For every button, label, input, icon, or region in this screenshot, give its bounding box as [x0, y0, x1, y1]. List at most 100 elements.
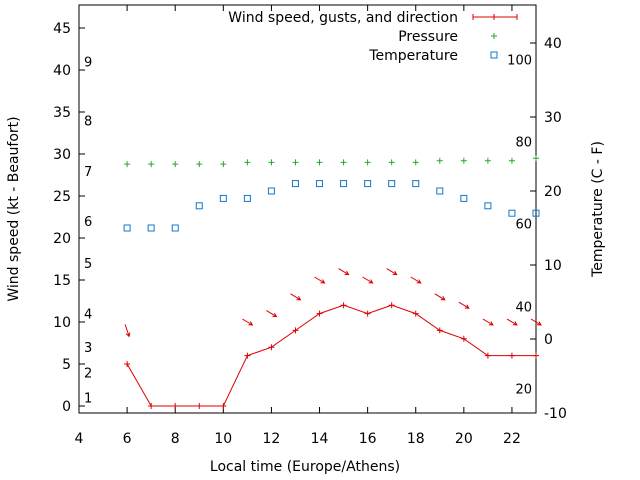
temperature-point: [123, 224, 131, 232]
fahrenheit-label: 40: [515, 300, 532, 315]
y-right-tick-label: 10: [544, 258, 562, 274]
legend-swatch-temperature: [490, 51, 498, 59]
y-left-tick-label: 35: [53, 105, 71, 121]
beaufort-label: 1: [84, 392, 92, 407]
wind-direction-arrow: [410, 276, 422, 284]
pressure-point: [388, 159, 395, 166]
beaufort-label: 7: [84, 165, 92, 180]
y-left-tick-label: 5: [62, 357, 71, 373]
legend-label: Wind speed, gusts, and direction: [228, 10, 458, 26]
temperature-point: [484, 202, 492, 210]
wind-direction-arrow: [242, 318, 254, 326]
beaufort-label: 4: [84, 308, 92, 323]
pressure-point: [268, 159, 275, 166]
wind-speed-point: [220, 403, 227, 409]
x-tick-label: 18: [407, 431, 425, 447]
wind-speed-point: [412, 310, 419, 317]
wind-direction-arrow: [482, 318, 494, 326]
wind-direction-arrow: [290, 293, 302, 301]
pressure-point: [124, 161, 131, 168]
x-tick-label: 6: [123, 431, 132, 447]
wind-speed-point: [124, 361, 131, 367]
temperature-point: [412, 180, 420, 188]
y-right-tick-label: 40: [544, 36, 562, 52]
y-right-tick-labels: -10 0 10 20 30 40: [544, 36, 567, 422]
legend-swatch-pressure: [491, 33, 497, 39]
beaufort-label: 5: [84, 257, 92, 272]
plot-frame: [78, 4, 537, 414]
pressure-point: [196, 161, 203, 168]
temperature-point: [508, 209, 516, 217]
temperature-point: [195, 202, 203, 210]
y-right-tick-label: 0: [544, 332, 553, 348]
temperature-point: [436, 187, 444, 195]
fahrenheit-label: 20: [515, 383, 532, 398]
temperature-point: [532, 209, 540, 217]
beaufort-label: 2: [84, 366, 92, 381]
wind-direction-arrow: [362, 276, 374, 284]
wind-speed-point: [316, 310, 323, 317]
wind-speed-point: [508, 352, 515, 359]
x-tick-label: 20: [455, 431, 473, 447]
temperature-point: [243, 194, 251, 202]
wind-speed-point: [388, 302, 395, 309]
wind-speed-point: [148, 403, 155, 409]
pressure-point: [292, 159, 299, 166]
y-left-tick-label: 0: [62, 399, 71, 415]
wind-speed-point: [460, 335, 467, 342]
x-tick-label: 16: [359, 431, 377, 447]
wind-speed-point: [484, 352, 491, 359]
wind-speed-line: [126, 304, 536, 407]
wind-direction-arrow: [314, 276, 326, 284]
x-tick-labels: 4 6 8 10 12 14 16 18 20 22: [75, 431, 521, 447]
pressure-point: [172, 161, 179, 168]
legend: Wind speed, gusts, and direction Pressure…: [228, 10, 518, 64]
y-left-tick-label: 45: [53, 21, 71, 37]
wind-speed-point: [436, 327, 443, 334]
temperature-point: [316, 180, 324, 188]
series-layer: [123, 155, 540, 409]
y-left-tick-label: 30: [53, 147, 71, 163]
wind-speed-point: [292, 327, 299, 334]
temperature-point: [147, 224, 155, 232]
y-left-tick-label: 15: [53, 273, 71, 289]
y-left-tick-labels: 0 5 10 15 20 25 30 35 40 45: [53, 21, 71, 415]
temperature-point: [460, 194, 468, 202]
tick-marks: [78, 5, 536, 414]
temperature-point: [291, 180, 299, 188]
wind-direction-arrow: [434, 293, 446, 301]
legend-swatch-wind: [472, 14, 518, 20]
pressure-point: [533, 155, 539, 162]
y-left-tick-label: 25: [53, 189, 71, 205]
fahrenheit-label: 100: [507, 53, 532, 68]
wind-speed-point: [172, 403, 179, 409]
wind-direction-arrow: [530, 318, 542, 326]
pressure-point: [508, 157, 515, 164]
temperature-point: [340, 180, 348, 188]
wind-direction-arrow: [266, 310, 278, 318]
wind-direction-arrow: [338, 268, 350, 276]
pressure-point: [148, 161, 155, 168]
wind-direction-arrow: [386, 268, 398, 276]
pressure-point: [436, 157, 443, 164]
legend-label: Temperature: [368, 48, 458, 64]
fahrenheit-label: 60: [515, 218, 532, 233]
temperature-point: [171, 224, 179, 232]
wind-speed-point: [533, 352, 539, 359]
wind-speed-point: [244, 352, 251, 359]
y-left-tick-label: 20: [53, 231, 71, 247]
beaufort-label: 3: [84, 341, 92, 356]
pressure-point: [340, 159, 347, 166]
y-right-tick-label: 30: [544, 110, 562, 126]
beaufort-label: 8: [84, 114, 92, 129]
temperature-point: [219, 194, 227, 202]
temperature-point: [267, 187, 275, 195]
temperature-point: [388, 180, 396, 188]
x-tick-label: 14: [311, 431, 329, 447]
x-axis-label: Local time (Europe/Athens): [210, 459, 400, 475]
x-tick-label: 4: [75, 431, 84, 447]
fahrenheit-label: 80: [515, 135, 532, 150]
y-right-tick-label: -10: [544, 406, 567, 422]
wind-speed-point: [268, 344, 275, 351]
